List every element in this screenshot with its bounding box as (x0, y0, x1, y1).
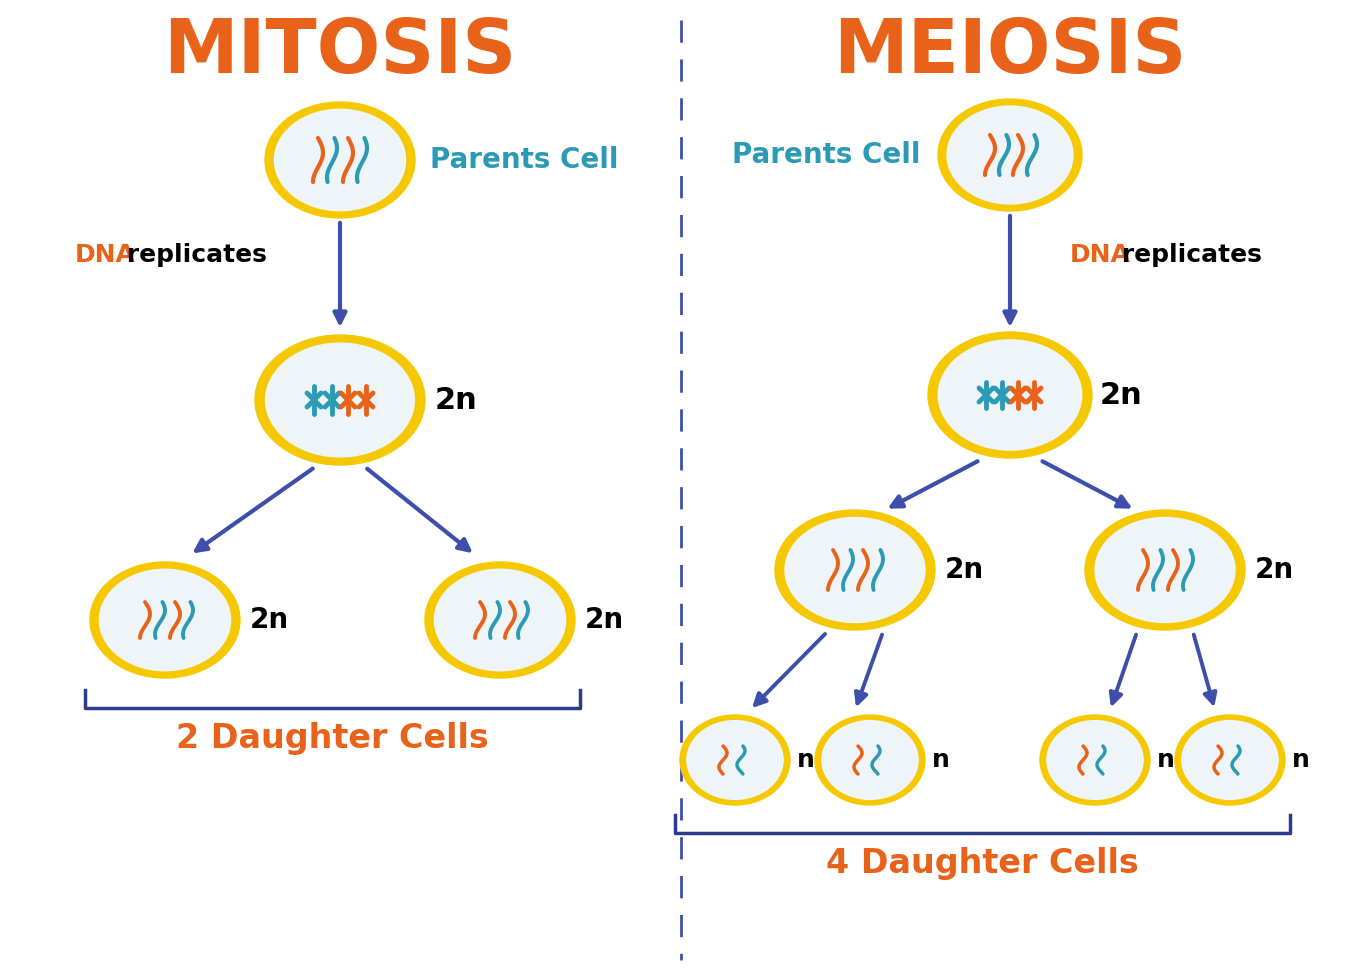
Ellipse shape (1047, 720, 1143, 800)
Ellipse shape (775, 510, 934, 630)
Ellipse shape (947, 106, 1073, 204)
Ellipse shape (686, 720, 783, 800)
Ellipse shape (425, 562, 575, 678)
Text: 2n: 2n (1100, 380, 1143, 410)
Text: 2n: 2n (251, 606, 289, 634)
Ellipse shape (1095, 517, 1235, 622)
Ellipse shape (274, 109, 406, 211)
Text: DNA: DNA (1071, 243, 1130, 267)
Ellipse shape (928, 332, 1092, 458)
Text: Parents Cell: Parents Cell (430, 146, 618, 174)
Text: replicates: replicates (1113, 243, 1261, 267)
Ellipse shape (680, 715, 790, 805)
Ellipse shape (1086, 510, 1245, 630)
Text: MEIOSIS: MEIOSIS (834, 16, 1186, 88)
Text: Parents Cell: Parents Cell (731, 141, 919, 169)
Text: 2n: 2n (945, 556, 985, 584)
Text: DNA: DNA (75, 243, 136, 267)
Text: n: n (1156, 748, 1175, 772)
Ellipse shape (266, 343, 414, 457)
Text: MITOSIS: MITOSIS (163, 16, 516, 88)
Ellipse shape (1182, 720, 1278, 800)
Text: 2n: 2n (434, 385, 478, 415)
Text: 2n: 2n (1254, 556, 1294, 584)
Text: 4 Daughter Cells: 4 Daughter Cells (827, 847, 1139, 879)
Ellipse shape (434, 569, 565, 670)
Ellipse shape (821, 720, 918, 800)
Ellipse shape (785, 517, 925, 622)
Ellipse shape (1175, 715, 1284, 805)
Ellipse shape (938, 99, 1081, 211)
Ellipse shape (255, 335, 425, 465)
Text: 2 Daughter Cells: 2 Daughter Cells (176, 721, 489, 755)
Text: n: n (932, 748, 949, 772)
Text: 2n: 2n (586, 606, 624, 634)
Ellipse shape (938, 340, 1081, 450)
Ellipse shape (99, 569, 230, 670)
Text: n: n (1293, 748, 1310, 772)
Ellipse shape (90, 562, 240, 678)
Text: replicates: replicates (118, 243, 267, 267)
Text: n: n (797, 748, 814, 772)
Ellipse shape (814, 715, 925, 805)
Ellipse shape (266, 102, 415, 218)
Ellipse shape (1041, 715, 1150, 805)
